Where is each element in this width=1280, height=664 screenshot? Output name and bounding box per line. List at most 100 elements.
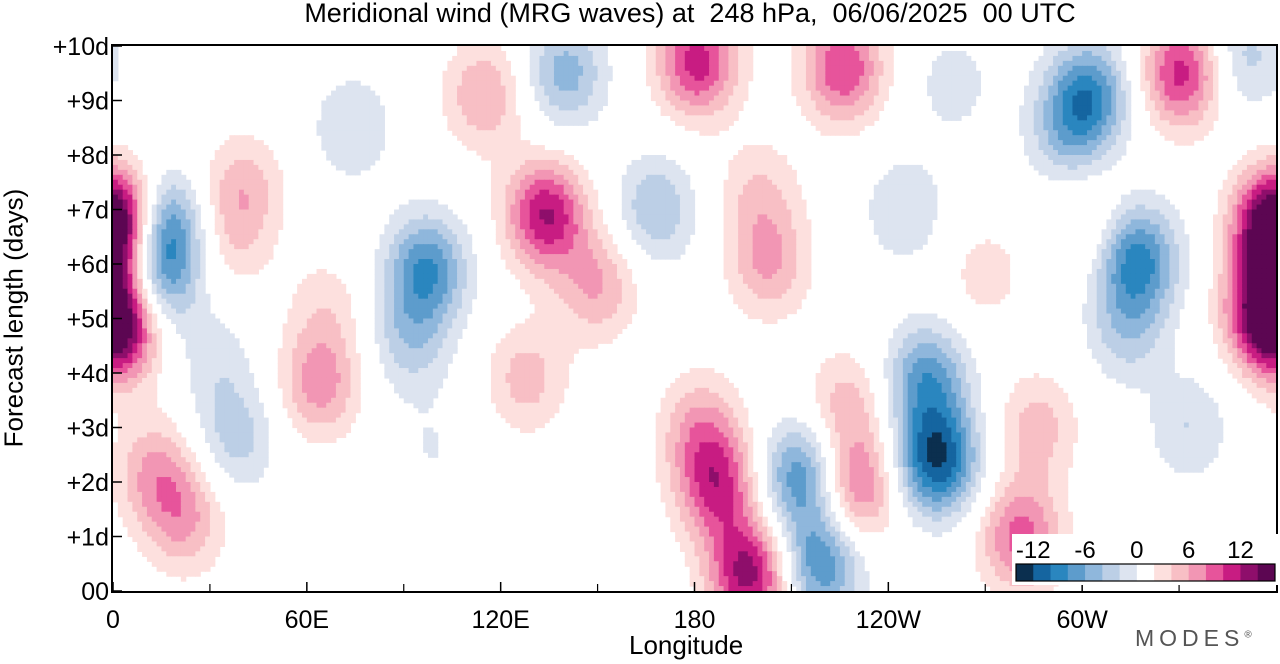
heatmap-cell (239, 155, 244, 161)
heatmap-cell (220, 210, 225, 216)
heatmap-cell (830, 101, 835, 107)
heatmap-cell (908, 170, 913, 176)
heatmap-cell (1266, 249, 1271, 255)
heatmap-cell (1247, 244, 1252, 250)
heatmap-cell (1198, 96, 1203, 102)
heatmap-cell (1058, 135, 1063, 141)
heatmap-cell (724, 185, 729, 191)
heatmap-cell (268, 165, 273, 171)
heatmap-cell (1145, 190, 1150, 196)
heatmap-cell (462, 244, 467, 250)
heatmap-cell (132, 224, 137, 230)
heatmap-cell (690, 56, 695, 62)
heatmap-cell (229, 200, 234, 206)
heatmap-cell (1189, 105, 1194, 111)
heatmap-cell (685, 76, 690, 82)
heatmap-cell (360, 115, 365, 121)
heatmap-cell (365, 145, 370, 151)
heatmap-cell (680, 239, 685, 245)
heatmap-cell (922, 175, 927, 181)
heatmap-cell (1102, 120, 1107, 126)
heatmap-cell (1102, 234, 1107, 240)
heatmap-cell (147, 239, 152, 245)
heatmap-cell (1077, 71, 1082, 77)
heatmap-cell (917, 239, 922, 245)
heatmap-cell (772, 214, 777, 220)
heatmap-cell (1063, 71, 1068, 77)
heatmap-cell (787, 239, 792, 245)
heatmap-cell (467, 125, 472, 131)
heatmap-cell (491, 125, 496, 131)
heatmap-cell (559, 175, 564, 181)
heatmap-cell (1213, 91, 1218, 97)
heatmap-cell (811, 76, 816, 82)
heatmap-cell (627, 185, 632, 191)
heatmap-cell (830, 96, 835, 102)
heatmap-cell (554, 110, 559, 116)
heatmap-cell (510, 145, 515, 151)
heatmap-cell (578, 86, 583, 92)
heatmap-cell (380, 135, 385, 141)
heatmap-cell (583, 96, 588, 102)
heatmap-cell (830, 105, 835, 111)
heatmap-cell (593, 229, 598, 235)
heatmap-cell (249, 249, 254, 255)
heatmap-cell (273, 175, 278, 181)
heatmap-cell (762, 180, 767, 186)
heatmap-cell (491, 110, 496, 116)
heatmap-cell (506, 160, 511, 166)
heatmap-cell (152, 229, 157, 235)
heatmap-cell (879, 91, 884, 97)
heatmap-cell (1160, 219, 1165, 225)
heatmap-cell (651, 76, 656, 82)
heatmap-cell (554, 180, 559, 186)
heatmap-cell (675, 110, 680, 116)
heatmap-cell (593, 254, 598, 260)
heatmap-cell (539, 155, 544, 161)
heatmap-cell (273, 185, 278, 191)
heatmap-cell (733, 76, 738, 82)
heatmap-cell (166, 249, 171, 255)
heatmap-cell (1087, 170, 1092, 176)
heatmap-cell (646, 46, 651, 52)
heatmap-cell (1179, 56, 1184, 62)
heatmap-cell (268, 210, 273, 216)
heatmap-cell (1034, 145, 1039, 151)
heatmap-cell (1169, 51, 1174, 57)
heatmap-cell (1131, 219, 1136, 225)
heatmap-cell (544, 244, 549, 250)
heatmap-cell (685, 101, 690, 107)
heatmap-cell (496, 160, 501, 166)
heatmap-cell (224, 205, 229, 211)
heatmap-cell (883, 91, 888, 97)
heatmap-cell (743, 145, 748, 151)
heatmap-cell (331, 125, 336, 131)
heatmap-cell (229, 185, 234, 191)
heatmap-cell (1145, 210, 1150, 216)
heatmap-cell (1271, 86, 1276, 92)
heatmap-cell (191, 219, 196, 225)
heatmap-cell (796, 244, 801, 250)
heatmap-cell (171, 185, 176, 191)
heatmap-cell (854, 91, 859, 97)
heatmap-cell (583, 239, 588, 245)
heatmap-cell (360, 125, 365, 131)
heatmap-cell (171, 180, 176, 186)
heatmap-cell (1039, 56, 1044, 62)
heatmap-cell (559, 61, 564, 67)
heatmap-cell (656, 56, 661, 62)
heatmap-cell (428, 210, 433, 216)
heatmap-cell (569, 205, 574, 211)
heatmap-cell (554, 96, 559, 102)
heatmap-cell (564, 110, 569, 116)
heatmap-cell (883, 96, 888, 102)
heatmap-cell (946, 56, 951, 62)
heatmap-cell (665, 76, 670, 82)
heatmap-cell (772, 185, 777, 191)
heatmap-cell (719, 96, 724, 102)
heatmap-cell (496, 170, 501, 176)
heatmap-cell (370, 140, 375, 146)
heatmap-cell (1039, 150, 1044, 156)
heatmap-cell (191, 210, 196, 216)
heatmap-cell (767, 165, 772, 171)
